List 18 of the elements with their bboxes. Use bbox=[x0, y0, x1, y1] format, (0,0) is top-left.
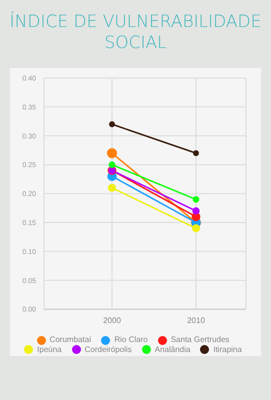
point bbox=[108, 161, 116, 168]
legend-label: Rio Claro bbox=[114, 335, 148, 344]
legend-label: Santa Gertrudes bbox=[170, 335, 230, 344]
legend-label: Corumbataí bbox=[50, 335, 92, 344]
x-tick-label: 2010 bbox=[187, 316, 206, 325]
point bbox=[106, 148, 118, 158]
chart-title: ÍNDICE DE VULNERABILIDADE SOCIAL bbox=[8, 12, 262, 54]
legend-label: Ipeúna bbox=[37, 344, 62, 354]
legend-label: Cordeirópolis bbox=[84, 344, 132, 354]
x-tick-label: 2000 bbox=[103, 316, 122, 325]
point bbox=[109, 121, 115, 128]
point bbox=[192, 224, 200, 232]
legend-label: Analândia bbox=[154, 344, 190, 354]
point bbox=[108, 184, 116, 192]
legend-label: Itirapina bbox=[213, 344, 242, 354]
point bbox=[193, 150, 199, 156]
point bbox=[192, 196, 200, 203]
point bbox=[192, 207, 200, 215]
